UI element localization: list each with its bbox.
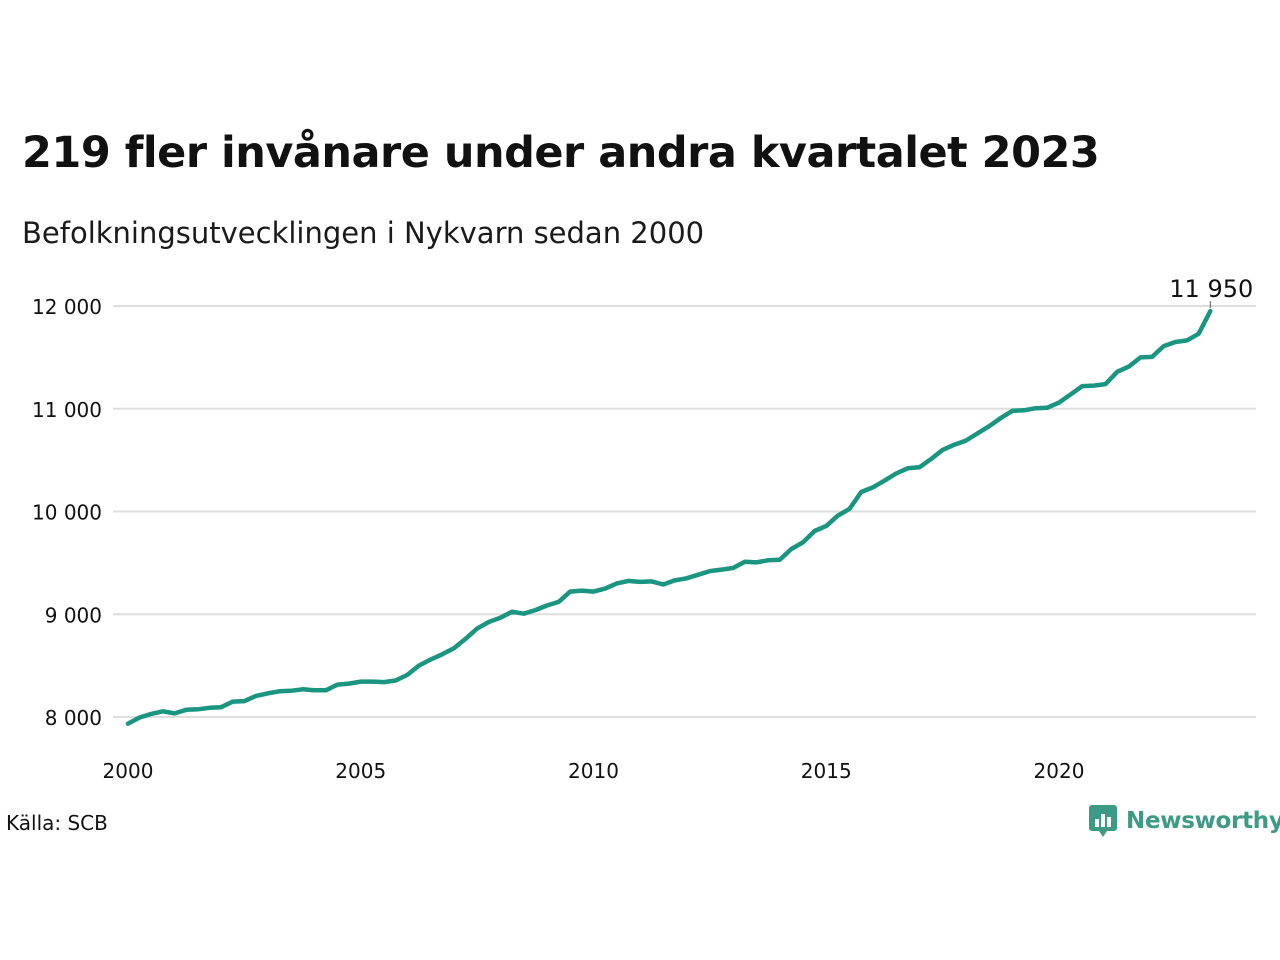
x-tick-label: 2020 <box>1034 759 1085 783</box>
newsworthy-logo-icon <box>1089 805 1117 837</box>
series-line <box>125 308 1213 726</box>
annotations: 11 950 <box>1169 275 1253 309</box>
y-tick-label: 12 000 <box>32 295 102 319</box>
y-tick-label: 11 000 <box>32 398 102 422</box>
x-tick-label: 2000 <box>103 759 154 783</box>
source-note: Källa: SCB <box>6 811 108 835</box>
y-tick-label: 8 000 <box>45 706 102 730</box>
chart-subtitle: Befolkningsutvecklingen i Nykvarn sedan … <box>22 216 705 250</box>
brand-name: Newsworthy <box>1126 808 1280 834</box>
x-axis-tick-labels: 2000 2005 2010 2015 2020 <box>103 759 1085 783</box>
y-axis-tick-labels: 8 000 9 000 10 000 11 000 12 000 <box>32 295 102 730</box>
series-layer <box>125 308 1213 726</box>
end-value-label: 11 950 <box>1169 275 1253 303</box>
x-tick-label: 2005 <box>335 759 386 783</box>
newsworthy-logo: Newsworthy <box>1088 804 1280 838</box>
y-tick-label: 9 000 <box>45 603 102 627</box>
x-tick-label: 2015 <box>801 759 852 783</box>
gridlines <box>113 305 1256 718</box>
chart-title: 219 fler invånare under andra kvartalet … <box>22 128 1100 178</box>
y-tick-label: 10 000 <box>32 501 102 525</box>
x-tick-label: 2010 <box>568 759 619 783</box>
